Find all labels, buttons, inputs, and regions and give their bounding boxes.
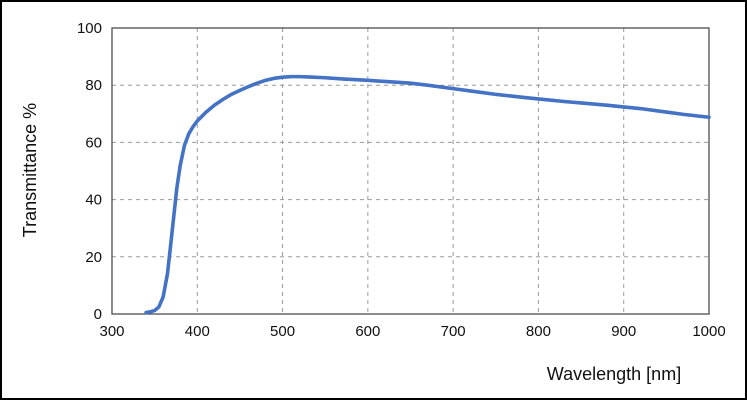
x-axis-title: Wavelength [nm] xyxy=(547,364,681,384)
y-tick-label: 20 xyxy=(85,249,102,266)
y-tick-label: 100 xyxy=(77,20,102,37)
x-tick-label: 300 xyxy=(99,323,124,340)
x-tick-label: 600 xyxy=(355,323,380,340)
grid-layer xyxy=(111,27,710,315)
y-tick-label: 80 xyxy=(85,77,102,94)
x-tick-label: 700 xyxy=(441,323,466,340)
y-tick-label: 60 xyxy=(85,134,102,151)
y-tick-label: 0 xyxy=(94,306,102,323)
tick-layer: 300 400 500 600 700 800 900 1000 0 20 40 60 80 100 xyxy=(77,20,726,340)
x-tick-label: 400 xyxy=(185,323,210,340)
y-tick-label: 40 xyxy=(85,192,102,209)
x-tick-label: 800 xyxy=(526,323,551,340)
y-axis-title: Transmittance % xyxy=(20,103,40,237)
plot-border xyxy=(111,27,710,315)
series-layer xyxy=(144,74,711,315)
x-tick-label: 1000 xyxy=(692,323,725,340)
x-tick-label: 500 xyxy=(270,323,295,340)
transmittance-curve xyxy=(144,74,711,315)
x-tick-label: 900 xyxy=(611,323,636,340)
